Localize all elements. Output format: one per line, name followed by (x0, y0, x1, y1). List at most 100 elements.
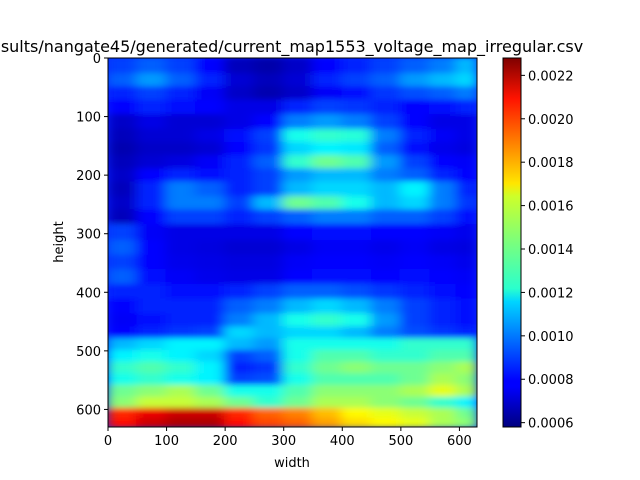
heatmap-cell (312, 313, 344, 329)
x-tick-label: 300 (271, 434, 296, 449)
heatmap-cell (165, 338, 197, 352)
heatmap-cell (194, 417, 227, 427)
heatmap-cell (165, 73, 197, 89)
heatmap-cell (341, 128, 373, 144)
heatmap-cell (282, 141, 314, 158)
heatmap-cell (429, 417, 458, 427)
heatmap-cell (194, 240, 227, 257)
heatmap-cell (370, 349, 402, 364)
heatmap-cell (136, 269, 168, 286)
heatmap-cell (370, 141, 402, 158)
heatmap-cell (341, 338, 373, 352)
heatmap-cell (370, 284, 402, 301)
heatmap-cell (312, 155, 344, 171)
heatmap-cell (194, 141, 227, 158)
heatmap-cell (370, 58, 402, 76)
heatmap-cell (370, 223, 402, 242)
heatmap-cell (399, 284, 432, 301)
heatmap-cell (136, 407, 168, 420)
heatmap-cell (224, 373, 256, 387)
heatmap-cell (455, 298, 477, 316)
heatmap-cell (165, 284, 197, 301)
heatmap-cell (429, 313, 458, 329)
x-tick-label: 0 (104, 434, 112, 449)
heatmap-cell (282, 196, 314, 212)
heatmap-cell (194, 196, 227, 212)
heatmap-cell (341, 86, 373, 102)
heatmap-cell (399, 417, 432, 427)
heatmap-cell (341, 361, 373, 376)
heatmap-cell (429, 58, 458, 76)
heatmap-cell (253, 417, 285, 427)
heatmap-cell (455, 396, 477, 410)
heatmap-cell (165, 396, 197, 410)
heatmap-cell (253, 73, 285, 89)
x-tick-label: 100 (154, 434, 179, 449)
heatmap-cell (136, 73, 168, 89)
heatmap-cell (253, 254, 285, 272)
heatmap-cell (312, 407, 344, 420)
heatmap-cell (282, 417, 314, 427)
heatmap-cell (165, 86, 197, 102)
y-tick-label: 100 (76, 111, 101, 126)
heatmap-cell (399, 254, 432, 272)
heatmap-cell (253, 361, 285, 376)
heatmap-cell (455, 254, 477, 272)
heatmap-cell (165, 223, 197, 242)
heatmap-cell (429, 407, 458, 420)
heatmap-cell (224, 141, 256, 158)
heatmap-cells (108, 58, 477, 427)
heatmap-cell (370, 99, 402, 117)
heatmap-cell (194, 361, 227, 376)
colorbar-tick-label: 0.0006 (528, 417, 574, 432)
heatmap-cell (224, 58, 256, 76)
heatmap-cell (136, 361, 168, 376)
heatmap-cell (194, 114, 227, 131)
heatmap-cell (165, 168, 197, 184)
heatmap-cell (224, 396, 256, 410)
heatmap-cell (136, 58, 168, 76)
heatmap-cell (341, 99, 373, 117)
heatmap-cell (253, 269, 285, 286)
heatmap-cell (282, 313, 314, 329)
heatmap-cell (224, 338, 256, 352)
heatmap-cell (429, 338, 458, 352)
heatmap-cell (341, 209, 373, 226)
heatmap-cell (455, 141, 477, 158)
heatmap-cell (165, 385, 197, 399)
heatmap-cell (455, 168, 477, 184)
heatmap-cell (253, 396, 285, 410)
heatmap-cell (312, 298, 344, 316)
heatmap-cell (224, 209, 256, 226)
x-tick-label: 200 (213, 434, 238, 449)
heatmap-cell (165, 326, 197, 341)
heatmap-cell (224, 284, 256, 301)
heatmap-cell (136, 196, 168, 212)
heatmap-cell (341, 298, 373, 316)
heatmap-cell (341, 254, 373, 272)
heatmap-cell (194, 155, 227, 171)
heatmap-cell (224, 385, 256, 399)
heatmap-cell (136, 349, 168, 364)
heatmap-cell (194, 407, 227, 420)
heatmap-cell (341, 196, 373, 212)
heatmap-cell (224, 407, 256, 420)
heatmap-cell (108, 284, 139, 301)
heatmap-cell (399, 396, 432, 410)
heatmap-cell (108, 155, 139, 171)
heatmap-cell (312, 396, 344, 410)
heatmap-cell (312, 338, 344, 352)
heatmap-cell (399, 269, 432, 286)
heatmap-cell (429, 181, 458, 199)
y-tick-label: 400 (76, 286, 101, 301)
heatmap-cell (136, 298, 168, 316)
heatmap-cell (108, 196, 139, 212)
heatmap-cell (253, 338, 285, 352)
heatmap-cell (165, 114, 197, 131)
heatmap-cell (341, 155, 373, 171)
heatmap-cell (312, 361, 344, 376)
heatmap-cell (224, 269, 256, 286)
heatmap-cell (108, 141, 139, 158)
heatmap-cell (282, 338, 314, 352)
